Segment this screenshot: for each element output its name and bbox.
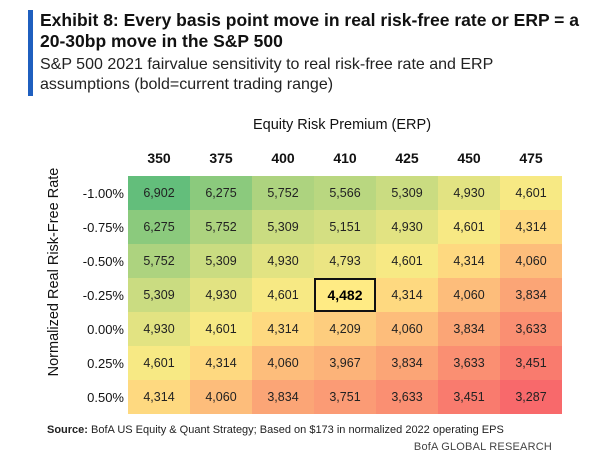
source-label: Source: [47,424,88,436]
row-header: -0.25% [82,287,124,303]
source-note: Source: BofA US Equity & Quant Strategy;… [47,424,504,436]
heatmap-cell: 6,902 [128,176,190,210]
heatmap-cell: 4,930 [252,244,314,278]
heatmap-cell: 4,601 [376,244,438,278]
heatmap-cell: 4,314 [500,210,562,244]
heatmap-cell: 3,834 [376,346,438,380]
row-header: 0.50% [87,389,124,405]
heatmap-cell: 4,482 [314,278,376,312]
heatmap-cell: 5,309 [376,176,438,210]
heatmap-cell: 3,633 [500,312,562,346]
heatmap-cell: 4,601 [500,176,562,210]
row-header: 0.25% [87,355,124,371]
heatmap-cell: 4,314 [376,278,438,312]
heatmap-cell: 4,793 [314,244,376,278]
heatmap-cell: 4,930 [190,278,252,312]
heatmap-cell: 4,060 [376,312,438,346]
column-axis-title: Equity Risk Premium (ERP) [252,117,432,133]
accent-bar [28,10,33,96]
heatmap-cell: 4,601 [438,210,500,244]
heatmap-cell: 3,451 [438,380,500,414]
heatmap-cell: 3,287 [500,380,562,414]
heatmap-cell: 5,566 [314,176,376,210]
heatmap-cell: 5,752 [190,210,252,244]
heatmap-cell: 6,275 [190,176,252,210]
heatmap-cell: 4,314 [252,312,314,346]
column-header: 350 [147,150,171,166]
heatmap-cell: 3,633 [438,346,500,380]
heatmap-cell: 4,601 [252,278,314,312]
heatmap-cell: 4,930 [438,176,500,210]
heatmap-cell: 4,209 [314,312,376,346]
heatmap-cell: 4,060 [500,244,562,278]
column-header: 475 [519,150,543,166]
heatmap-cell: 6,275 [128,210,190,244]
column-header: 425 [395,150,419,166]
heatmap-cell: 4,314 [438,244,500,278]
column-header: 400 [271,150,295,166]
row-header: -0.50% [82,253,124,269]
heatmap-cell: 5,309 [128,278,190,312]
chart-subtitle: S&P 500 2021 fairvalue sensitivity to re… [40,56,493,93]
heatmap-cell: 3,967 [314,346,376,380]
column-header: 410 [333,150,357,166]
heatmap-cell: 5,752 [128,244,190,278]
row-header: -0.75% [82,219,124,235]
row-header: -1.00% [82,185,124,201]
heatmap-cell: 4,060 [438,278,500,312]
heatmap-cell: 4,601 [128,346,190,380]
heatmap-cell: 3,834 [438,312,500,346]
heatmap-cell: 4,314 [128,380,190,414]
heatmap-cell: 3,834 [500,278,562,312]
heatmap-cell: 3,633 [376,380,438,414]
heatmap-cell: 4,930 [376,210,438,244]
brand-label: BofA GLOBAL RESEARCH [413,441,552,453]
heatmap-cell: 3,751 [314,380,376,414]
heatmap-cell: 3,451 [500,346,562,380]
row-axis-title: Normalized Real Risk-Free Rate [46,167,62,377]
source-text: BofA US Equity & Quant Strategy; Based o… [91,424,504,436]
heatmap-cell: 5,309 [190,244,252,278]
heatmap-cell: 4,060 [252,346,314,380]
heatmap-cell: 5,752 [252,176,314,210]
heatmap-cell: 5,309 [252,210,314,244]
heatmap-cell: 4,314 [190,346,252,380]
heatmap-cell: 5,151 [314,210,376,244]
heatmap-cell: 4,601 [190,312,252,346]
chart-title: Exhibit 8: Every basis point move in rea… [40,10,579,51]
heatmap-cell: 4,930 [128,312,190,346]
column-header: 450 [457,150,481,166]
heatmap-cell: 4,060 [190,380,252,414]
column-header: 375 [209,150,233,166]
heatmap-cell: 3,834 [252,380,314,414]
row-header: 0.00% [87,321,124,337]
